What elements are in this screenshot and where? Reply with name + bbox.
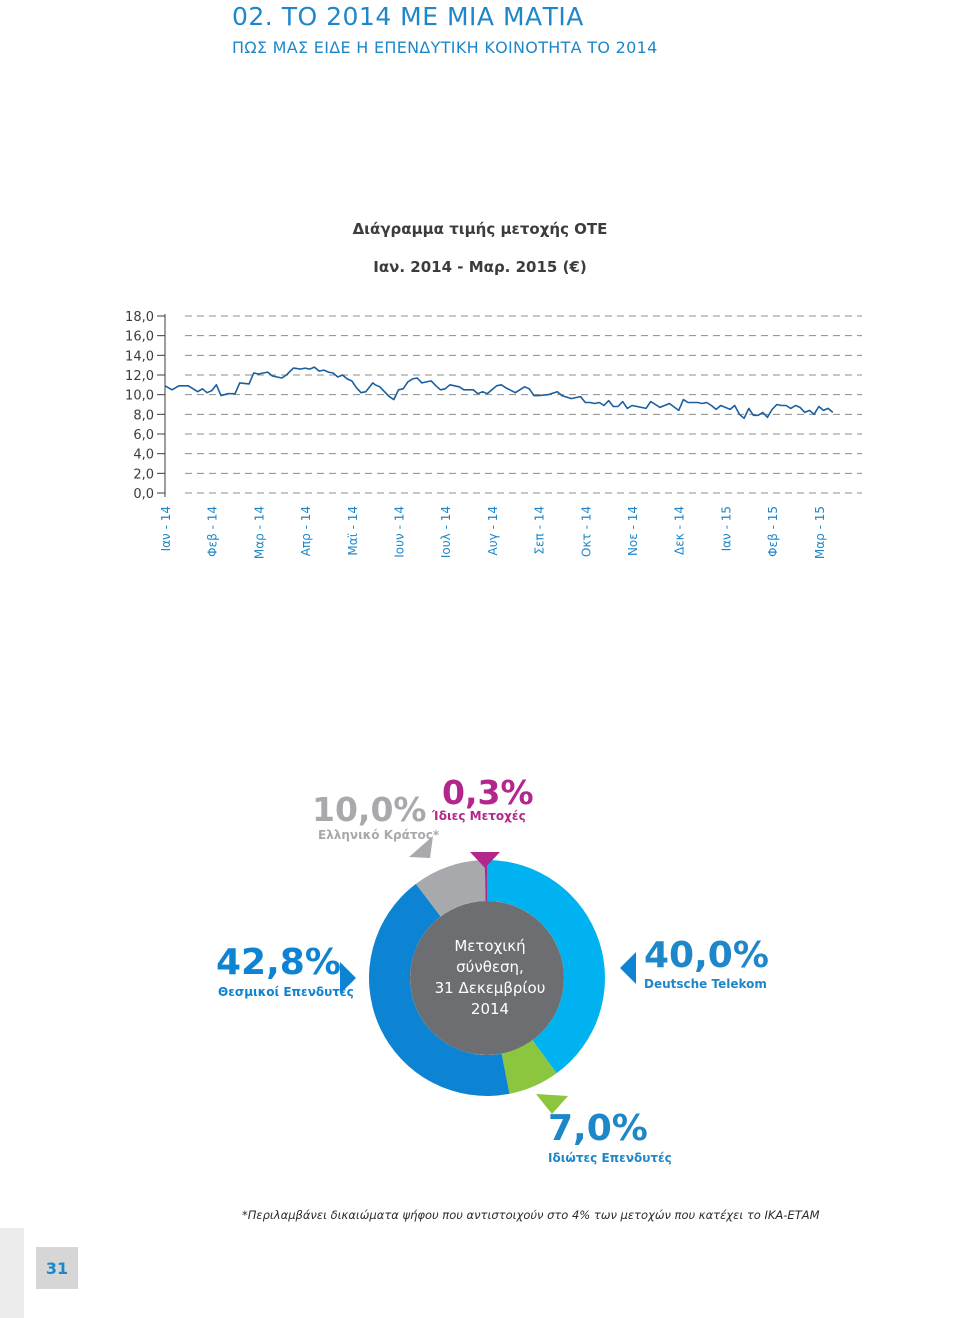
y-tick-label: 8,0 — [133, 408, 154, 423]
page-number-box — [36, 1247, 78, 1289]
x-tick-label: Μαρ - 14 — [252, 506, 266, 559]
private-investors-label: Ιδιώτες Επενδυτές — [548, 1151, 672, 1165]
x-tick-label: Φεβ - 14 — [206, 506, 220, 557]
price-series-line — [164, 366, 834, 420]
line-chart-title: Διάγραμμα τιμής μετοχής ΟΤΕ — [352, 220, 608, 238]
page-margin-strip — [0, 1228, 24, 1318]
donut-center-line1: Μετοχική — [454, 937, 526, 955]
donut-chart — [369, 860, 605, 1096]
donut-center-text: Μετοχική σύνθεση, 31 Δεκεμβρίου 2014 — [430, 936, 550, 1020]
page-number: 31 — [45, 1259, 69, 1278]
x-tick-label: Μαϊ - 14 — [346, 506, 360, 556]
donut-slice-institutional — [369, 883, 510, 1096]
footnote: *Περιλαμβάνει δικαιώματα ψήφου που αντισ… — [242, 1208, 820, 1222]
own-shares-label: Ίδιες Μετοχές — [432, 809, 526, 823]
y-tick-label: 16,0 — [125, 330, 154, 345]
own-shares-percent: 0,3% — [442, 773, 534, 812]
x-tick-label: Απρ - 14 — [299, 506, 313, 556]
institutional-label: Θεσμικοί Επενδυτές — [218, 985, 354, 999]
x-tick-label: Φεβ - 15 — [766, 506, 780, 557]
y-tick-label: 12,0 — [125, 369, 154, 384]
donut-pointers — [340, 836, 636, 1114]
y-tick-label: 6,0 — [133, 428, 154, 443]
private-investors-pointer — [536, 1094, 568, 1114]
private-investors-percent: 7,0% — [548, 1108, 648, 1149]
x-tick-label: Μαρ - 15 — [813, 506, 827, 559]
x-tick-label: Δεκ - 14 — [673, 506, 687, 555]
line-chart-subtitle: Ιαν. 2014 - Μαρ. 2015 (€) — [373, 258, 587, 276]
y-tick-label: 4,0 — [133, 448, 154, 463]
donut-slice-deutsche-telekom — [487, 860, 605, 1074]
greek-state-label: Ελληνικό Κράτος* — [318, 828, 440, 842]
donut-slice-private-investors — [501, 1040, 557, 1094]
x-tick-label: Ιαν - 15 — [719, 506, 733, 551]
section-title: 02. ΤΟ 2014 ΜΕ ΜΙΑ ΜΑΤΙΑ — [232, 2, 584, 31]
institutional-pointer — [340, 962, 356, 994]
y-tick-label: 18,0 — [125, 310, 154, 325]
donut-center — [410, 901, 564, 1055]
donut-center-line3: 31 Δεκεμβρίου — [434, 979, 546, 997]
x-tick-label: Ιουλ - 14 — [439, 506, 453, 558]
donut-center-line4: 2014 — [470, 1000, 510, 1018]
x-tick-label: Ιουν - 14 — [393, 506, 407, 558]
institutional-percent: 42,8% — [216, 942, 341, 983]
x-tick-label: Νοε - 14 — [626, 506, 640, 556]
x-tick-label: Αυγ - 14 — [486, 506, 500, 555]
y-tick-label: 0,0 — [133, 487, 154, 502]
donut-slice-greek-state — [415, 860, 486, 917]
x-tick-label: Σεπ - 14 — [533, 506, 547, 555]
deutsche-telekom-percent: 40,0% — [644, 935, 769, 976]
greek-state-pointer — [409, 836, 433, 858]
x-tick-label: Οκτ - 14 — [579, 506, 593, 557]
y-tick-label: 14,0 — [125, 349, 154, 364]
donut-slice-own-shares — [484, 860, 487, 902]
section-subtitle: ΠΩΣ ΜΑΣ ΕΙΔΕ Η ΕΠΕΝΔΥΤΙΚΗ ΚΟΙΝΟΤΗΤΑ ΤΟ 2… — [232, 38, 658, 57]
deutsche-telekom-label: Deutsche Telekom — [644, 977, 767, 991]
y-tick-label: 2,0 — [133, 467, 154, 482]
x-tick-label: Ιαν - 14 — [159, 506, 173, 551]
greek-state-percent: 10,0% — [312, 790, 427, 829]
line-chart: 18,0 16,0 14,0 12,0 10,0 8,0 6,0 4,0 2,0 0,0 Ιαν -… — [125, 310, 862, 559]
own-shares-pointer — [470, 852, 500, 868]
donut-center-line2: σύνθεση, — [456, 958, 524, 976]
y-tick-label: 10,0 — [125, 389, 154, 404]
deutsche-telekom-pointer — [620, 952, 636, 984]
